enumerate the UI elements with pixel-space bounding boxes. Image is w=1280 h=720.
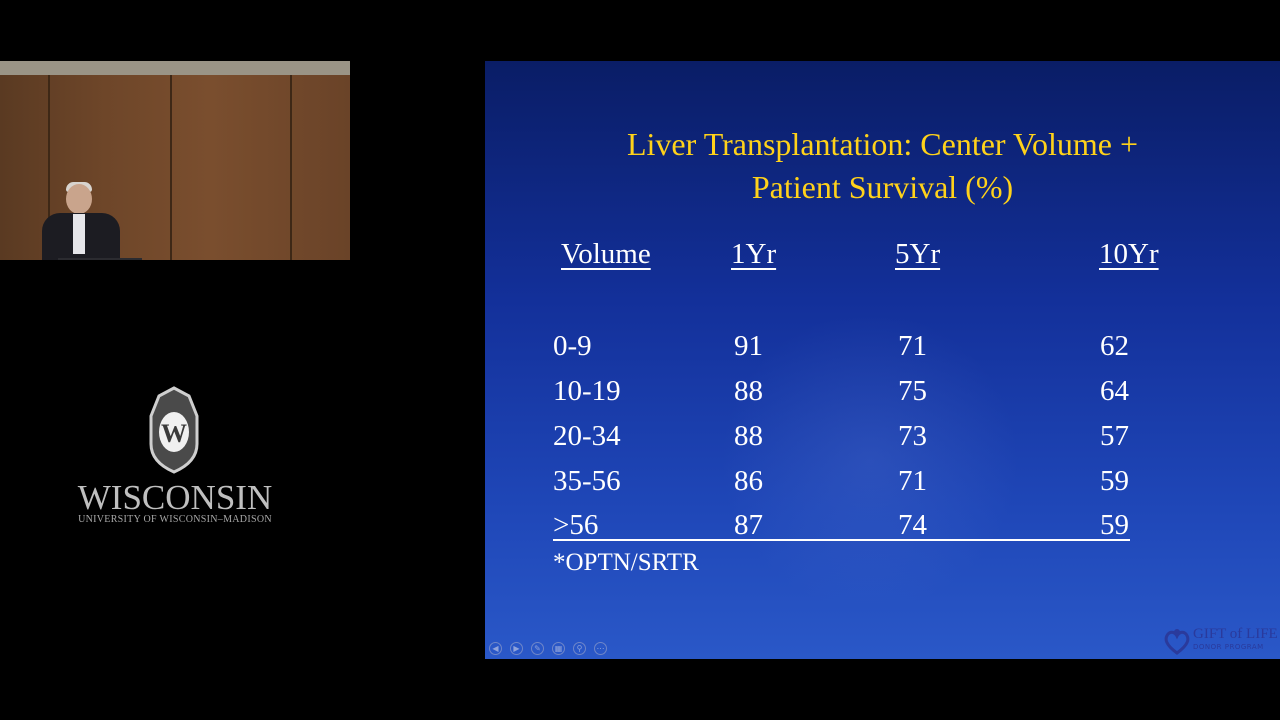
- row-10yr: 59: [1100, 465, 1129, 497]
- row-10yr: 57: [1100, 420, 1129, 452]
- zoom-icon[interactable]: ⚲: [573, 642, 586, 655]
- row-1yr: 87: [734, 509, 763, 541]
- crest-icon: W: [149, 386, 199, 474]
- row-volume: 20-34: [553, 420, 621, 452]
- pen-icon[interactable]: ✎: [531, 642, 544, 655]
- slide-title-line2: Patient Survival (%): [751, 169, 1014, 205]
- row-5yr: 71: [898, 330, 927, 362]
- row-1yr: 91: [734, 330, 763, 362]
- header-volume: Volume: [561, 238, 651, 270]
- row-10yr: 62: [1100, 330, 1129, 362]
- row-volume: 0-9: [553, 330, 592, 362]
- row-5yr: 73: [898, 420, 927, 452]
- source-note: *OPTN/SRTR: [553, 549, 699, 576]
- wall-panel-seam: [290, 75, 292, 260]
- header-1yr: 1Yr: [731, 238, 777, 270]
- gift-of-life-logo: GIFT of LIFE: [1193, 626, 1278, 642]
- crest-letter: W: [161, 419, 187, 448]
- wall-panel-seam: [170, 75, 172, 260]
- speaker-video: [0, 61, 350, 260]
- row-5yr: 74: [898, 509, 927, 541]
- header-5yr: 5Yr: [895, 238, 941, 270]
- row-10yr: 59: [1100, 509, 1129, 541]
- row-10yr: 64: [1100, 375, 1129, 407]
- gift-of-life-subtitle: DONOR PROGRAM: [1193, 643, 1264, 651]
- wall-panel-seam: [48, 75, 50, 260]
- row-volume: 10-19: [553, 375, 621, 407]
- wisconsin-wordmark: WISCONSIN: [77, 478, 273, 517]
- row-1yr: 88: [734, 375, 763, 407]
- table-bottom-rule: [553, 539, 1130, 541]
- presentation-slide: Liver Transplantation: Center Volume + P…: [485, 61, 1280, 659]
- row-5yr: 71: [898, 465, 927, 497]
- row-volume: 35-56: [553, 465, 621, 497]
- more-icon[interactable]: ⋯: [594, 642, 607, 655]
- header-10yr: 10Yr: [1099, 238, 1159, 270]
- slide-title: Liver Transplantation: Center Volume + P…: [485, 123, 1280, 209]
- speaker-shirt: [73, 214, 85, 254]
- row-volume: >56: [553, 509, 599, 541]
- previous-icon[interactable]: ◀: [489, 642, 502, 655]
- podium-monitor: [58, 258, 142, 260]
- row-1yr: 86: [734, 465, 763, 497]
- slide-watermark: [720, 311, 1020, 611]
- video-ceiling: [0, 61, 350, 75]
- row-1yr: 88: [734, 420, 763, 452]
- wisconsin-subtitle: UNIVERSITY OF WISCONSIN–MADISON: [78, 514, 272, 525]
- next-icon[interactable]: ▶: [510, 642, 523, 655]
- speaker-head: [66, 184, 92, 214]
- row-5yr: 75: [898, 375, 927, 407]
- slides-icon[interactable]: ▦: [552, 642, 565, 655]
- gift-of-life-icon: [1164, 629, 1190, 655]
- slide-title-line1: Liver Transplantation: Center Volume +: [626, 126, 1139, 162]
